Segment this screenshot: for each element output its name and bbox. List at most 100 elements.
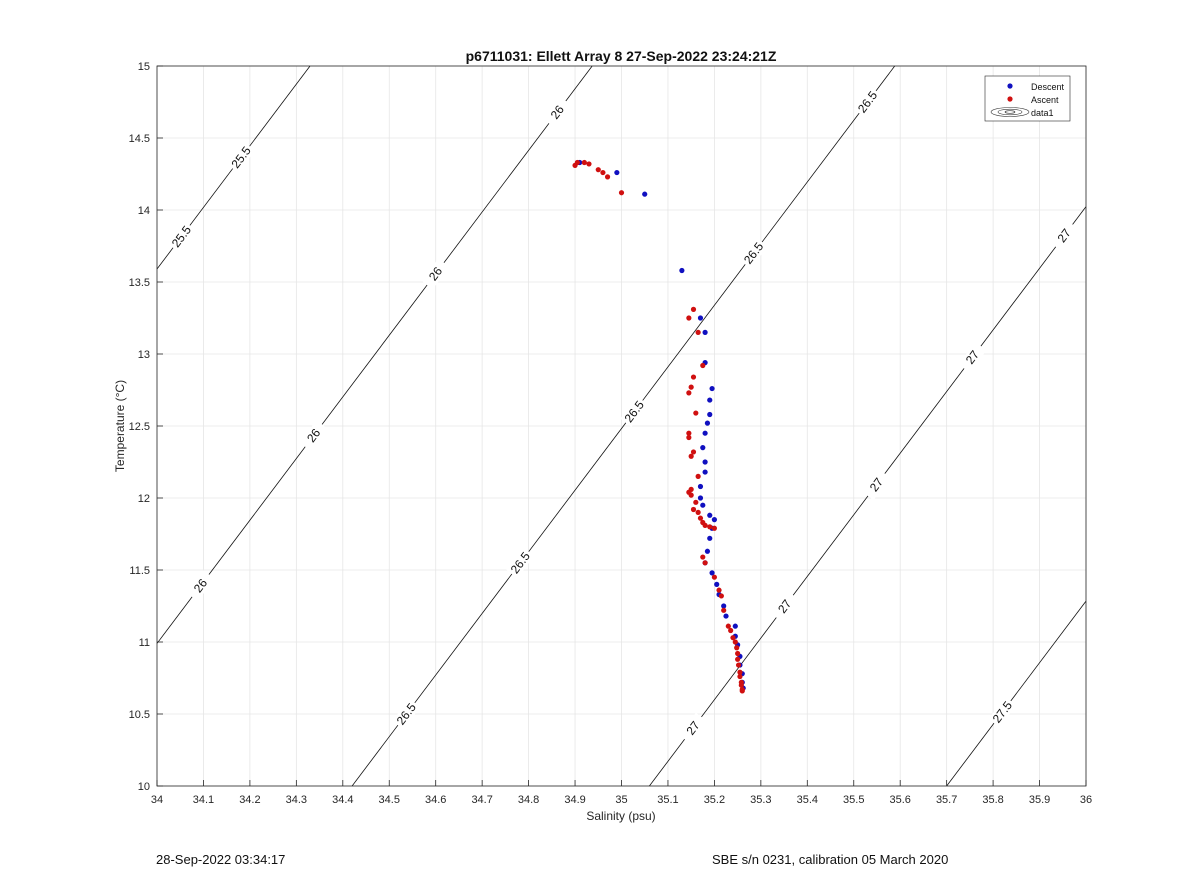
- x-tick-label: 34.3: [286, 794, 307, 806]
- y-tick-label: 13.5: [129, 277, 150, 289]
- isopycnal-label-bg: [299, 420, 328, 451]
- descent-point: [709, 570, 715, 576]
- x-tick-label: 35.6: [889, 794, 910, 806]
- ascent-point: [695, 473, 701, 479]
- descent-point: [707, 535, 713, 541]
- descent-point: [711, 517, 718, 523]
- ascent-point: [574, 159, 580, 166]
- isopycnal-contours: 25.525.52626262626.526.526.526.526.52727…: [156, 65, 1087, 787]
- descent-point: [702, 459, 708, 465]
- isopycnal-label-bg: [862, 469, 891, 501]
- y-tick-label: 14: [138, 205, 150, 217]
- series-ascent: [572, 159, 745, 694]
- descent-point: [714, 581, 720, 588]
- footer-timestamp: 28-Sep-2022 03:34:17: [156, 852, 286, 867]
- isopycnal-label-bg: [958, 341, 987, 373]
- y-tick-label: 15: [138, 61, 150, 73]
- x-axis-label: Salinity (psu): [586, 809, 655, 823]
- chart-title: p6711031: Ellett Array 8 27-Sep-2022 23:…: [466, 48, 777, 64]
- ascent-point: [695, 329, 701, 335]
- ascent-point: [707, 524, 713, 530]
- isopycnal-label-bg: [620, 396, 649, 427]
- footer-calibration: SBE s/n 0231, calibration 05 March 2020: [712, 852, 949, 867]
- ascent-point: [688, 492, 694, 498]
- ascent-point: [718, 593, 724, 599]
- x-tick-label: 35.8: [982, 794, 1003, 806]
- y-tick-label: 14.5: [129, 133, 150, 145]
- x-tick-label: 34.5: [379, 794, 400, 806]
- ascent-point: [695, 509, 701, 515]
- isopycnal-label-bg: [1050, 220, 1079, 252]
- x-tick-label: 35.5: [843, 794, 864, 806]
- x-tick-label: 35.1: [657, 794, 678, 806]
- x-tick-label: 34.1: [193, 794, 214, 806]
- descent-point: [697, 495, 704, 501]
- ascent-point: [725, 623, 731, 629]
- ascent-point: [693, 410, 699, 416]
- descent-point: [697, 483, 704, 490]
- isopycnal-label-bg: [167, 221, 196, 252]
- y-tick-label: 10: [138, 781, 150, 793]
- y-tick-label: 12: [138, 493, 150, 505]
- ascent-point: [688, 453, 694, 459]
- ascent-point: [595, 167, 601, 173]
- isopycnal-label-bg: [770, 591, 799, 622]
- isopycnal-line: [649, 206, 1087, 787]
- isopycnal-label-bg: [853, 86, 882, 118]
- ascent-point: [690, 449, 697, 455]
- ascent-point: [728, 627, 734, 634]
- ascent-point: [700, 362, 706, 369]
- descent-point: [700, 502, 706, 508]
- ascent-point: [700, 554, 706, 560]
- ascent-point: [600, 169, 606, 176]
- legend-marker-ascent: [1007, 96, 1013, 102]
- ascent-point: [735, 662, 742, 668]
- ascent-point: [686, 315, 692, 321]
- isopycnal-line: [156, 65, 593, 644]
- ascent-point: [702, 522, 708, 528]
- descent-point: [642, 191, 648, 197]
- descent-point: [721, 603, 727, 609]
- descent-point: [707, 397, 713, 403]
- y-tick-label: 10.5: [129, 709, 150, 721]
- ascent-point: [711, 525, 718, 531]
- x-tick-label: 35.3: [750, 794, 771, 806]
- x-tick-label: 34.2: [239, 794, 260, 806]
- legend-label-ascent: Ascent: [1031, 95, 1059, 105]
- descent-point: [700, 445, 706, 451]
- ascent-point: [735, 656, 741, 662]
- ascent-point: [618, 190, 625, 196]
- descent-point: [614, 169, 620, 176]
- isopycnal-label-bg: [186, 570, 215, 602]
- ascent-point: [711, 574, 718, 580]
- legend: Descent Ascent data1: [984, 75, 1071, 122]
- x-axis-ticks: 34 34.1 34.2 34.3 34.4 34.5 34.6 34.7 34.8 34.9 35…: [151, 780, 1092, 806]
- ascent-point: [716, 587, 722, 593]
- x-tick-label: 34.8: [518, 794, 539, 806]
- isopycnal-label-bg: [543, 96, 572, 128]
- isopycnal-label-bg: [739, 237, 768, 269]
- descent-point: [707, 411, 713, 418]
- ascent-point: [697, 515, 704, 521]
- ascent-point: [690, 306, 697, 312]
- data-points: [572, 159, 746, 694]
- x-tick-label: 34.7: [471, 794, 492, 806]
- legend-label-descent: Descent: [1031, 82, 1065, 92]
- isopycnal-line: [351, 65, 896, 787]
- x-tick-label: 35.4: [797, 794, 818, 806]
- descent-point: [707, 512, 713, 518]
- ascent-point: [737, 673, 743, 680]
- x-tick-label: 34.6: [425, 794, 446, 806]
- isopycnal-line: [946, 600, 1087, 787]
- y-axis-label: Temperature (°C): [113, 380, 127, 472]
- y-tick-label: 11.5: [129, 565, 150, 577]
- isopycnal-label-bg: [392, 698, 421, 730]
- x-tick-label: 35.2: [704, 794, 725, 806]
- x-tick-label: 34.9: [564, 794, 585, 806]
- ascent-point: [586, 161, 592, 167]
- ascent-point: [693, 499, 699, 505]
- isopycnal-label-bg: [679, 712, 708, 744]
- isopycnal-label-bg: [988, 696, 1017, 728]
- legend-label-data1: data1: [1031, 108, 1054, 118]
